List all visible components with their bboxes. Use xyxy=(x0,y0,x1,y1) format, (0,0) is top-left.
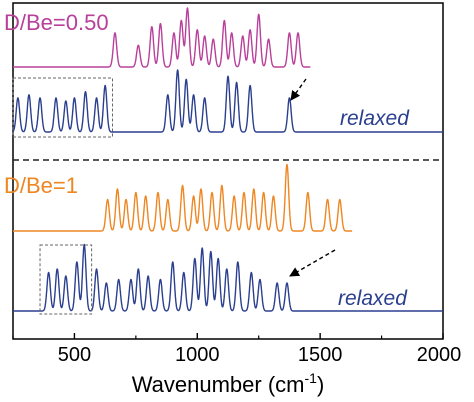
highlight-box-2 xyxy=(12,77,114,138)
series-line-4 xyxy=(12,243,444,312)
series-line-1 xyxy=(12,7,311,68)
annotation-layer: D/Be=0.50 relaxed D/Be=1 relaxed Wavenum… xyxy=(4,10,410,397)
x-tick-label-1000: 1000 xyxy=(175,344,220,366)
x-axis-label-main: Wavenumber (cm xyxy=(132,372,305,397)
series-line-3 xyxy=(12,163,353,232)
series-layer xyxy=(12,7,444,315)
x-tick-label-2000: 2000 xyxy=(417,344,462,366)
annotation-relaxed-lower: relaxed xyxy=(338,287,408,310)
plot-frame xyxy=(12,2,444,340)
highlight-box-4 xyxy=(39,244,93,315)
x-tick-label-500: 500 xyxy=(58,344,91,366)
x-axis-label: Wavenumber (cm-1) xyxy=(132,370,325,397)
series-label-d-be-0-50: D/Be=0.50 xyxy=(4,10,109,35)
x-axis: 500 1000 1500 2000 xyxy=(12,333,462,366)
x-axis-label-sup: -1 xyxy=(305,370,318,386)
shift-arrow-upper xyxy=(290,78,307,101)
shift-arrow-lower xyxy=(289,249,336,277)
series-line-2 xyxy=(12,69,444,133)
x-tick-label-1500: 1500 xyxy=(298,344,343,366)
annotation-relaxed-upper: relaxed xyxy=(340,107,410,130)
series-label-d-be-1: D/Be=1 xyxy=(4,173,78,198)
x-axis-label-close: ) xyxy=(317,372,324,397)
